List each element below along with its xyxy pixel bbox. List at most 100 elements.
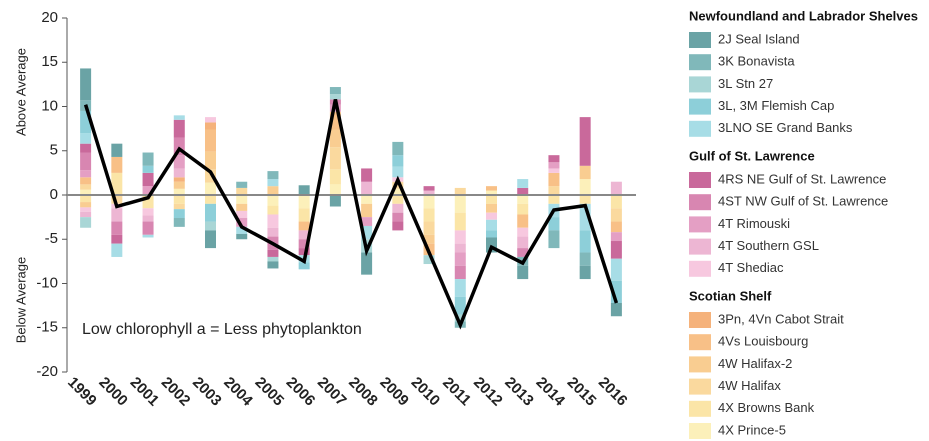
bar-segment: [486, 195, 497, 204]
bar-segment: [454, 212, 466, 231]
bar-segment: [111, 234, 123, 244]
total-line: [83, 99, 619, 330]
x-tick-label: 2011: [439, 374, 474, 409]
legend-title: Gulf of St. Lawrence: [689, 148, 815, 163]
legend-swatch: [689, 98, 711, 115]
bar-segment: [142, 186, 154, 195]
bar-segment: [205, 169, 216, 183]
x-tick-label: 2000: [95, 374, 131, 410]
legend-label: 4T Rimouski: [718, 216, 790, 231]
bar-segment: [454, 243, 466, 253]
bar-segment: [173, 177, 185, 182]
bar-segment: [610, 195, 622, 209]
bar-segment: [486, 190, 497, 195]
bar-segment: [267, 261, 279, 269]
bar-segment: [392, 221, 404, 231]
legend-swatch: [689, 378, 711, 395]
bar-segment: [329, 169, 341, 185]
bar-segment: [548, 162, 560, 169]
bar-segment: [236, 203, 248, 211]
bar-segment: [361, 181, 373, 195]
bar-segment: [392, 155, 404, 167]
bar-segment: [610, 232, 622, 242]
y-tick-label: -20: [36, 363, 58, 380]
bar-segment: [236, 181, 248, 188]
bar-segment: [236, 218, 248, 227]
bar-segment: [392, 141, 404, 156]
legend-label: 4RS NE Gulf of St. Lawrence: [718, 171, 886, 186]
bar-segment: [267, 214, 279, 228]
bar-segment: [80, 202, 92, 208]
bar-segment: [111, 243, 123, 257]
bar-segment: [111, 172, 123, 195]
bar-segment: [610, 258, 622, 281]
legend-label: 4X Prince-5: [718, 422, 786, 437]
bar-segment: [423, 255, 435, 265]
legend-title: Scotian Shelf: [689, 288, 772, 303]
bar-segment: [548, 186, 560, 195]
bar-segment: [610, 221, 622, 233]
bar-segment: [610, 280, 622, 303]
legend-label: 3K Bonavista: [718, 54, 795, 69]
bar-segment: [423, 186, 435, 191]
bar-segment: [610, 241, 622, 259]
bar-segment: [392, 203, 404, 213]
bar-segment: [548, 195, 560, 204]
bar-segment: [610, 208, 622, 222]
bar-segment: [80, 110, 92, 134]
x-tick-label: 2009: [376, 374, 412, 410]
bar-segment: [329, 94, 341, 100]
bar-segment: [454, 279, 466, 297]
bar-segment: [579, 195, 591, 204]
bar-segment: [454, 187, 466, 195]
y-tick-label: 10: [41, 97, 58, 114]
legend-label: 3L, 3M Flemish Cap: [718, 98, 834, 113]
bar-segment: [329, 111, 341, 130]
bar-segment: [298, 185, 310, 195]
bar-segment: [486, 230, 497, 238]
bar-segment: [454, 314, 466, 322]
bar-segment: [579, 265, 591, 280]
bar-segment: [548, 168, 560, 173]
bar-segment: [517, 248, 529, 257]
bar-segment: [454, 296, 466, 315]
bar-segment: [329, 147, 341, 170]
bar-segment: [298, 221, 310, 231]
bar-segment: [610, 181, 622, 195]
bar-segment: [142, 165, 154, 173]
legend-label: 4W Halifax: [718, 378, 781, 393]
y-axis-label: Above Average: [13, 48, 28, 136]
bar-segment: [267, 227, 279, 237]
y-tick-label: 0: [50, 186, 58, 203]
bar-segment: [80, 152, 92, 171]
bar-segment: [361, 203, 373, 218]
legend-label: 4T Southern GSL: [718, 238, 819, 253]
legend-swatch: [689, 238, 711, 255]
bar-segment: [517, 195, 529, 204]
legend-swatch: [689, 194, 711, 211]
legend-label: 4ST NW Gulf of St. Lawrence: [718, 194, 888, 209]
bar-segment: [205, 203, 216, 222]
bar-segment: [392, 166, 404, 178]
bar-segment: [173, 137, 185, 156]
y-tick-label: -15: [36, 319, 58, 336]
bar-segment: [236, 233, 248, 240]
bar-segment: [80, 217, 92, 228]
legend-label: 4Vs Louisbourg: [718, 334, 808, 349]
bar-segment: [111, 156, 123, 173]
bar-segment: [80, 170, 92, 178]
x-tick-label: 1999: [64, 374, 100, 410]
legend-title: Newfoundland and Labrador Shelves: [689, 8, 918, 23]
bar-segment: [298, 208, 310, 222]
bar-segment: [236, 195, 248, 204]
x-tick-label: 2004: [220, 374, 256, 410]
bar-segment: [517, 236, 529, 249]
bar-segment: [361, 225, 373, 240]
bar-segment: [548, 230, 560, 249]
bar-segment: [80, 207, 92, 212]
bar-segment: [80, 189, 92, 195]
bar-segment: [142, 221, 154, 235]
bar-segment: [454, 252, 466, 266]
bar-segment: [205, 151, 216, 170]
bar-segment: [548, 155, 560, 163]
